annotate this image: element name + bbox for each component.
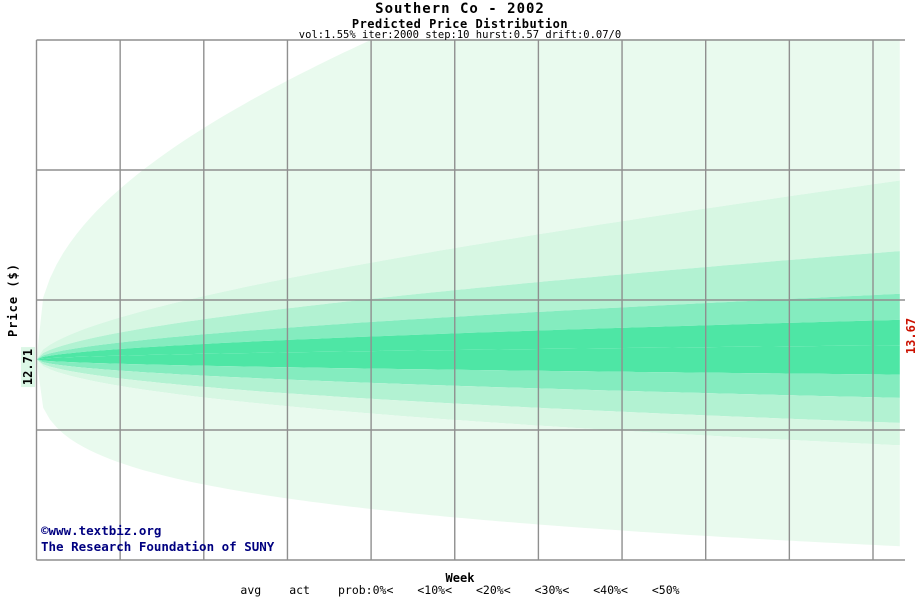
page-title: Southern Co - 2002 — [375, 1, 545, 17]
start-price-label: 12.71 — [21, 346, 35, 388]
legend-prob30-label: <30%< — [534, 583, 570, 597]
chart-legend: avg act prob:0%< <10%< <20%< <30%< <40%<… — [0, 583, 920, 597]
probability-band-30-upper — [36, 293, 900, 360]
watermark-org: The Research Foundation of SUNY — [41, 539, 275, 554]
legend-avg-label: avg — [240, 583, 262, 597]
watermark-url: ©www.textbiz.org — [41, 523, 162, 538]
probability-band-20-upper — [36, 251, 900, 360]
probability-band-10-lower — [36, 359, 900, 547]
legend-band-swatch-20-30 — [516, 585, 530, 595]
legend-prob50-label: <50% — [651, 583, 680, 597]
simulation-params: vol:1.55% iter:2000 step:10 hurst:0.57 d… — [298, 29, 622, 41]
legend-avg-line-swatch — [266, 588, 284, 592]
legend-band-swatch-10-20 — [457, 585, 471, 595]
legend-prob10-label: <10%< — [417, 583, 452, 597]
legend-band-swatch-30-40 — [574, 585, 588, 595]
legend-prob20-label: <20%< — [476, 583, 511, 597]
probability-band-10-upper — [36, 180, 900, 360]
probability-band-40-lower — [36, 359, 900, 398]
probability-band-0-upper-max- — [36, 39, 900, 360]
y-axis-title: Price ($) — [6, 262, 20, 338]
chart-subtitle: Predicted Price Distribution — [351, 17, 569, 31]
legend-band-swatch-0-10 — [398, 585, 412, 595]
legend-prob40-label: <40%< — [593, 583, 628, 597]
probability-band-20-lower — [36, 359, 900, 446]
probability-band-50-median- — [36, 345, 900, 375]
legend-prob0-label: prob:0%< — [337, 583, 394, 597]
x-axis-title: Week — [445, 571, 475, 585]
legend-band-swatch-40-50 — [633, 585, 647, 595]
probability-band-30-lower — [36, 359, 900, 423]
probability-band-40-upper — [36, 319, 900, 360]
avg-end-price-label: 13.67 — [904, 317, 918, 355]
legend-act-label: act — [289, 583, 310, 597]
legend-act-line-swatch — [315, 588, 333, 593]
